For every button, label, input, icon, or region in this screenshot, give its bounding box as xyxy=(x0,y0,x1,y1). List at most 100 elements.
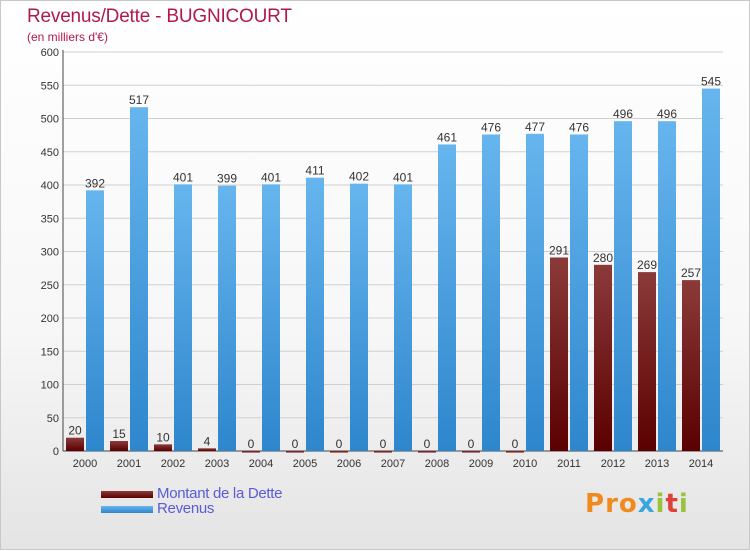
x-tick-label: 2005 xyxy=(293,458,317,470)
y-tick-label: 450 xyxy=(41,147,59,159)
y-tick-label: 200 xyxy=(41,313,59,325)
y-tick-label: 150 xyxy=(41,346,59,358)
data-label-debt: 291 xyxy=(549,243,569,257)
legend-swatch-revenus xyxy=(101,506,153,513)
data-label-revenus: 496 xyxy=(613,107,633,121)
logo-letter: x xyxy=(637,489,656,519)
data-label-revenus: 392 xyxy=(85,176,105,190)
bar-debt xyxy=(418,451,436,453)
bar-revenus xyxy=(702,88,720,451)
x-tick-label: 2009 xyxy=(469,458,493,470)
x-tick-label: 2013 xyxy=(645,458,669,470)
bar-revenus xyxy=(526,133,544,452)
x-tick-label: 2006 xyxy=(337,458,361,470)
logo-letter: i xyxy=(678,489,689,519)
bar-debt xyxy=(330,451,348,453)
data-label-revenus: 517 xyxy=(129,93,149,107)
x-tick-label: 2000 xyxy=(73,458,97,470)
data-label-debt: 20 xyxy=(68,424,82,438)
y-tick-label: 100 xyxy=(41,380,59,392)
bar-revenus xyxy=(86,190,104,451)
data-label-debt: 4 xyxy=(204,434,211,448)
y-tick-label: 50 xyxy=(47,413,59,425)
data-label-debt: 257 xyxy=(681,266,701,280)
bar-revenus xyxy=(174,184,192,451)
x-tick-label: 2007 xyxy=(381,458,405,470)
x-tick-label: 2010 xyxy=(513,458,537,470)
data-label-revenus: 477 xyxy=(525,120,545,134)
x-tick-label: 2008 xyxy=(425,458,449,470)
bar-revenus xyxy=(218,185,236,452)
chart-subtitle: (en milliers d'€) xyxy=(27,30,108,44)
bars xyxy=(66,88,720,453)
bar-debt xyxy=(198,448,216,451)
x-tick-label: 2014 xyxy=(689,458,713,470)
bar-revenus xyxy=(350,183,368,452)
bar-revenus xyxy=(130,107,148,451)
y-tick-label: 350 xyxy=(41,213,59,225)
x-tick-label: 2004 xyxy=(249,458,273,470)
bar-revenus xyxy=(658,121,676,451)
data-label-revenus: 461 xyxy=(437,130,457,144)
data-label-revenus: 476 xyxy=(569,120,589,134)
bar-revenus xyxy=(438,144,456,451)
y-tick-label: 500 xyxy=(41,114,59,126)
data-label-revenus: 476 xyxy=(481,120,501,134)
bar-revenus xyxy=(262,184,280,451)
y-tick-label: 300 xyxy=(41,247,59,259)
data-label-debt: 15 xyxy=(112,427,126,441)
y-tick-label: 550 xyxy=(41,80,59,92)
data-label-debt: 0 xyxy=(468,437,475,451)
y-tick-label: 250 xyxy=(41,280,59,292)
bar-revenus xyxy=(394,184,412,451)
data-label-revenus: 411 xyxy=(305,164,324,178)
bar-debt xyxy=(66,437,84,451)
bar-debt xyxy=(154,444,172,451)
x-tick-label: 2002 xyxy=(161,458,185,470)
data-label-debt: 280 xyxy=(593,251,613,265)
y-tick-label: 600 xyxy=(41,47,59,59)
bar-revenus xyxy=(482,134,500,451)
bar-debt xyxy=(506,451,524,453)
data-label-debt: 0 xyxy=(380,437,387,451)
data-label-debt: 0 xyxy=(424,437,431,451)
y-tick-label: 0 xyxy=(53,446,59,458)
data-label-revenus: 401 xyxy=(261,170,281,184)
data-label-revenus: 401 xyxy=(393,170,413,184)
legend-swatch-debt xyxy=(101,491,153,498)
logo-letter: i xyxy=(655,489,666,519)
bar-debt xyxy=(242,451,260,453)
bar-debt xyxy=(682,280,700,451)
logo-letter: r xyxy=(605,489,619,519)
data-label-debt: 0 xyxy=(512,437,519,451)
bar-debt xyxy=(110,441,128,451)
proxiti-logo: Proxiti xyxy=(585,489,689,519)
bar-debt xyxy=(594,264,612,451)
data-labels: 20 392 15 517 10 401 4 399 0 401 0 411 0 402 0 401 0 461 0… xyxy=(68,75,721,451)
bar-debt xyxy=(638,272,656,451)
bar-revenus xyxy=(306,177,324,451)
data-label-revenus: 496 xyxy=(657,107,677,121)
chart-title: Revenus/Dette - BUGNICOURT xyxy=(27,6,292,27)
bar-debt xyxy=(550,257,568,451)
bar-debt xyxy=(374,451,392,453)
data-label-debt: 0 xyxy=(292,437,299,451)
bar-debt xyxy=(286,451,304,453)
legend-label-revenus: Revenus xyxy=(157,500,215,517)
bar-revenus xyxy=(570,134,588,451)
x-tick-label: 2012 xyxy=(601,458,625,470)
data-label-revenus: 399 xyxy=(217,172,237,186)
logo-letter: t xyxy=(665,489,679,519)
data-label-debt: 0 xyxy=(248,437,255,451)
data-label-revenus: 402 xyxy=(349,170,369,184)
data-label-debt: 10 xyxy=(156,430,170,444)
data-label-debt: 0 xyxy=(336,437,343,451)
x-tick-label: 2003 xyxy=(205,458,229,470)
grid xyxy=(63,51,723,452)
legend-label-debt: Montant de la Dette xyxy=(157,485,283,502)
x-tick-label: 2011 xyxy=(557,458,581,470)
bar-debt xyxy=(462,451,480,453)
data-label-revenus: 545 xyxy=(701,75,721,89)
